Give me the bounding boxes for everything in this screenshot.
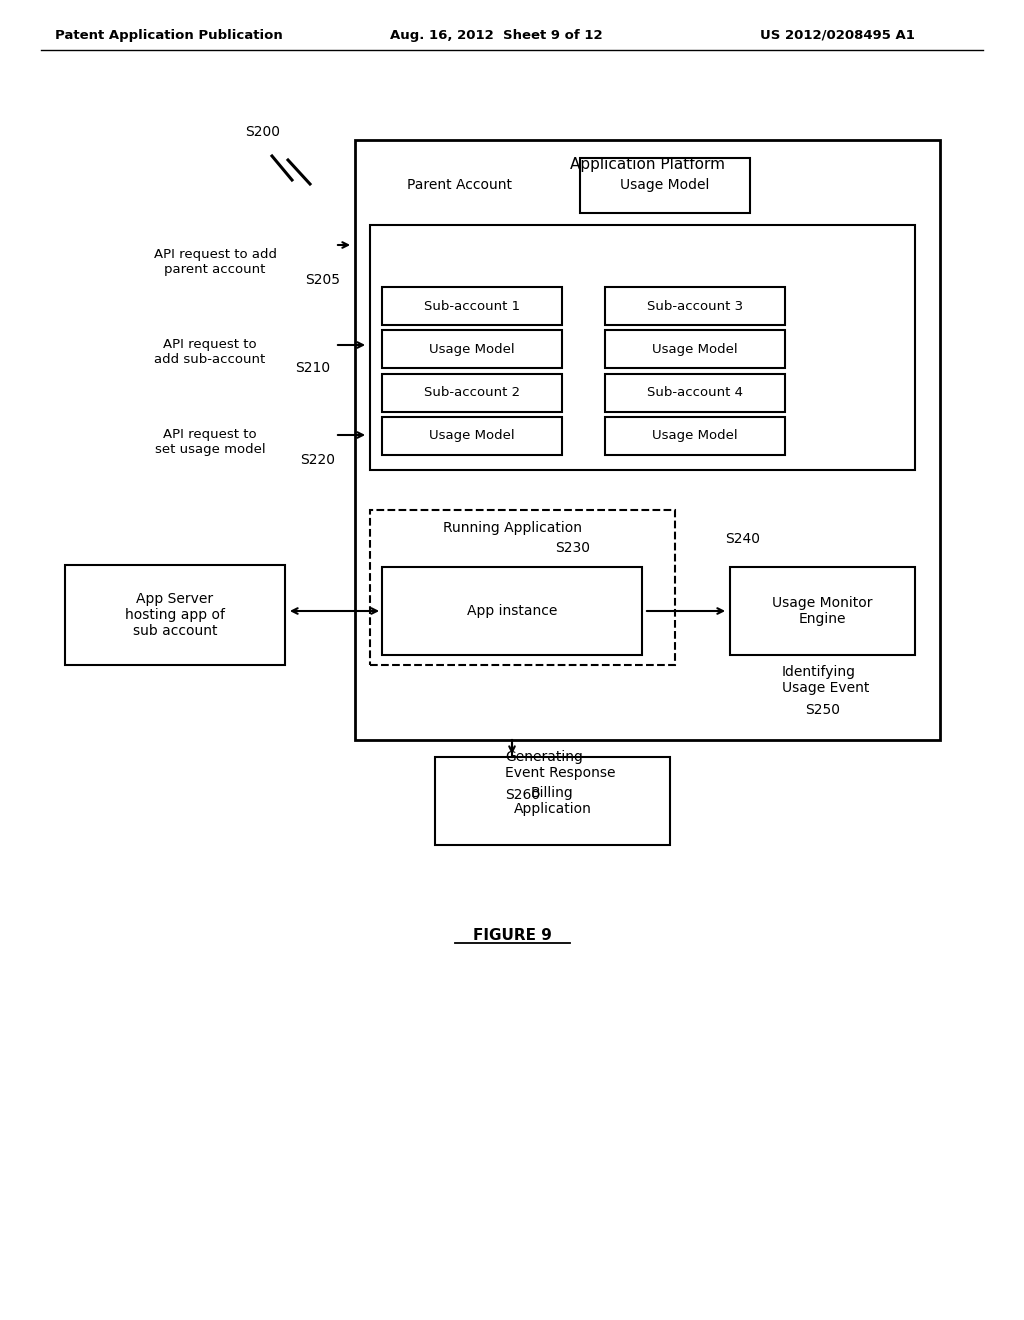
- Text: App instance: App instance: [467, 605, 557, 618]
- FancyBboxPatch shape: [730, 568, 915, 655]
- Text: FIGURE 9: FIGURE 9: [472, 928, 552, 942]
- Text: S210: S210: [295, 360, 330, 375]
- Text: App Server
hosting app of
sub account: App Server hosting app of sub account: [125, 591, 225, 638]
- Text: S220: S220: [300, 453, 335, 467]
- Text: S260: S260: [505, 788, 540, 803]
- FancyBboxPatch shape: [382, 330, 562, 368]
- Text: S240: S240: [725, 532, 760, 546]
- Text: API request to
set usage model: API request to set usage model: [155, 428, 265, 455]
- Text: Sub-account 3: Sub-account 3: [647, 300, 743, 313]
- FancyBboxPatch shape: [355, 140, 940, 741]
- FancyBboxPatch shape: [370, 510, 675, 665]
- FancyBboxPatch shape: [65, 565, 285, 665]
- Text: Usage Model: Usage Model: [621, 178, 710, 193]
- FancyBboxPatch shape: [605, 330, 785, 368]
- Text: Usage Model: Usage Model: [652, 429, 738, 442]
- Text: API request to add
parent account: API request to add parent account: [154, 248, 276, 276]
- Text: Patent Application Publication: Patent Application Publication: [55, 29, 283, 41]
- Text: Billing
Application: Billing Application: [514, 785, 592, 816]
- FancyBboxPatch shape: [435, 756, 670, 845]
- FancyBboxPatch shape: [605, 374, 785, 412]
- Text: Usage Monitor
Engine: Usage Monitor Engine: [772, 595, 872, 626]
- Text: Parent Account: Parent Account: [408, 178, 512, 191]
- FancyBboxPatch shape: [382, 417, 562, 455]
- Text: API request to
add sub-account: API request to add sub-account: [155, 338, 265, 366]
- FancyBboxPatch shape: [370, 224, 915, 470]
- Text: Generating
Event Response: Generating Event Response: [505, 750, 615, 780]
- Text: Aug. 16, 2012  Sheet 9 of 12: Aug. 16, 2012 Sheet 9 of 12: [390, 29, 603, 41]
- FancyBboxPatch shape: [605, 286, 785, 325]
- Text: Usage Model: Usage Model: [429, 429, 515, 442]
- Text: Running Application: Running Application: [443, 521, 582, 535]
- Text: Usage Model: Usage Model: [429, 342, 515, 355]
- FancyBboxPatch shape: [382, 568, 642, 655]
- Text: S230: S230: [555, 541, 590, 554]
- Text: Application Platform: Application Platform: [570, 157, 725, 173]
- FancyBboxPatch shape: [382, 374, 562, 412]
- FancyBboxPatch shape: [382, 286, 562, 325]
- Text: S250: S250: [805, 704, 840, 717]
- Text: Sub-account 4: Sub-account 4: [647, 387, 743, 400]
- FancyBboxPatch shape: [580, 158, 750, 213]
- Text: S200: S200: [245, 125, 280, 139]
- Text: Sub-account 2: Sub-account 2: [424, 387, 520, 400]
- Text: US 2012/0208495 A1: US 2012/0208495 A1: [760, 29, 914, 41]
- Text: Identifying
Usage Event: Identifying Usage Event: [782, 665, 869, 696]
- FancyBboxPatch shape: [605, 417, 785, 455]
- Text: S205: S205: [305, 273, 340, 286]
- Text: Sub-account 1: Sub-account 1: [424, 300, 520, 313]
- Text: Usage Model: Usage Model: [652, 342, 738, 355]
